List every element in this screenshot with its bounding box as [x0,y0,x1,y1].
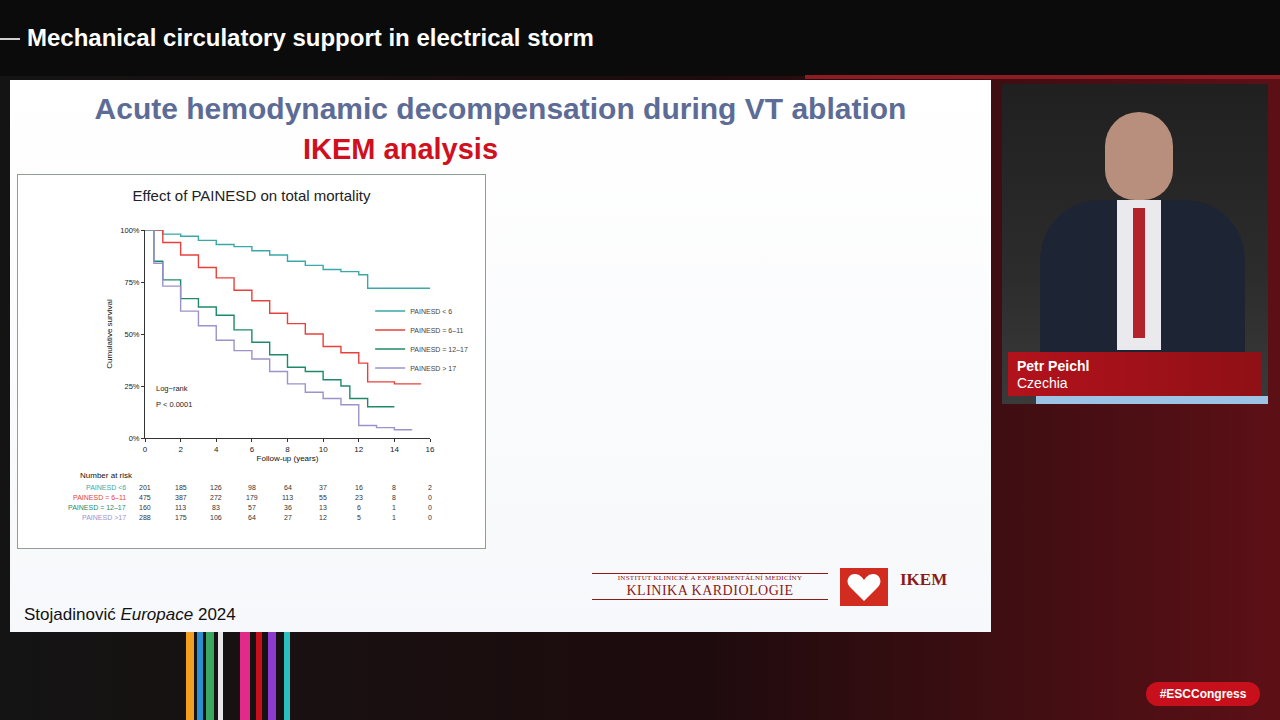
svg-text:201: 201 [139,484,151,491]
svg-text:387: 387 [175,494,187,501]
html-text:Czechia: Czechia [1017,375,1068,391]
html-text:Stojadinović Europace 2024: Stojadinović Europace 2024 [24,605,236,624]
svg-text:1: 1 [392,514,396,521]
svg-text:PAINESD <6: PAINESD <6 [86,484,126,491]
svg-text:25%: 25% [124,382,139,391]
svg-text:Number at risk: Number at risk [80,471,133,480]
svg-text:98: 98 [248,484,256,491]
svg-text:175: 175 [175,514,187,521]
svg-text:83: 83 [212,504,220,511]
svg-text:13: 13 [319,504,327,511]
svg-text:27: 27 [284,514,292,521]
svg-text:0%: 0% [129,434,140,443]
svg-text:2: 2 [178,445,183,454]
html-text:KLINIKA KARDIOLOGIE: KLINIKA KARDIOLOGIE [626,583,794,598]
svg-text:Effect of PAINESD on total mor: Effect of PAINESD on total mortality [133,187,371,204]
svg-text:8: 8 [392,494,396,501]
svg-text:12: 12 [319,514,327,521]
svg-text:Log−rank: Log−rank [156,384,188,393]
svg-text:179: 179 [246,494,258,501]
svg-text:8: 8 [392,484,396,491]
svg-text:113: 113 [175,504,186,511]
svg-text:126: 126 [210,484,222,491]
svg-text:8: 8 [285,445,290,454]
svg-text:12: 12 [354,445,363,454]
svg-text:64: 64 [284,484,292,491]
svg-text:6: 6 [250,445,255,454]
svg-text:185: 185 [175,484,187,491]
svg-text:0: 0 [428,494,432,501]
html-text:Mechanical circulatory support: Mechanical circulatory support in electr… [27,24,594,51]
svg-text:P < 0.0001: P < 0.0001 [156,400,192,409]
html-text:IKEM: IKEM [900,570,948,589]
svg-text:475: 475 [139,494,151,501]
svg-text:2: 2 [428,484,432,491]
svg-text:PAINESD = 12–17: PAINESD = 12–17 [410,346,468,353]
svg-text:16: 16 [355,484,363,491]
svg-text:272: 272 [210,494,222,501]
svg-text:PAINESD = 12–17: PAINESD = 12–17 [68,504,126,511]
svg-text:5: 5 [357,514,361,521]
html-text:Petr Peichl: Petr Peichl [1017,358,1090,374]
svg-text:6: 6 [357,504,361,511]
svg-text:288: 288 [139,514,151,521]
svg-text:PAINESD >17: PAINESD >17 [82,514,126,521]
svg-text:Cumulative survival: Cumulative survival [105,299,114,369]
svg-text:55: 55 [319,494,327,501]
svg-text:100%: 100% [120,226,140,235]
html-text:#ESCCongress: #ESCCongress [1159,687,1247,701]
html-text:INSTITUT KLINICKÉ A EXPERIMENT: INSTITUT KLINICKÉ A EXPERIMENTÁLNÍ MEDIC… [617,574,803,582]
svg-text:64: 64 [248,514,256,521]
svg-text:0: 0 [428,504,432,511]
html-text:Acute hemodynamic decompensati: Acute hemodynamic decompensation during … [94,92,907,125]
svg-text:36: 36 [284,504,292,511]
svg-text:PAINESD > 17: PAINESD > 17 [410,365,456,372]
svg-text:4: 4 [214,445,219,454]
html-text:IKEM analysis: IKEM analysis [303,133,498,165]
svg-text:23: 23 [355,494,363,501]
svg-text:Follow-up (years): Follow-up (years) [257,454,319,463]
svg-text:0: 0 [143,445,148,454]
svg-text:75%: 75% [124,278,139,287]
svg-text:16: 16 [426,445,435,454]
svg-text:PAINESD < 6: PAINESD < 6 [410,308,452,315]
svg-text:37: 37 [319,484,327,491]
svg-text:57: 57 [248,504,256,511]
svg-text:0: 0 [428,514,432,521]
svg-text:50%: 50% [124,330,139,339]
svg-text:10: 10 [319,445,328,454]
svg-text:160: 160 [139,504,151,511]
svg-text:1: 1 [392,504,396,511]
svg-text:106: 106 [210,514,222,521]
svg-text:PAINESD = 6–11: PAINESD = 6–11 [410,327,463,334]
svg-text:113: 113 [282,494,293,501]
svg-text:14: 14 [390,445,399,454]
svg-text:PAINESD = 6–11: PAINESD = 6–11 [73,494,126,501]
